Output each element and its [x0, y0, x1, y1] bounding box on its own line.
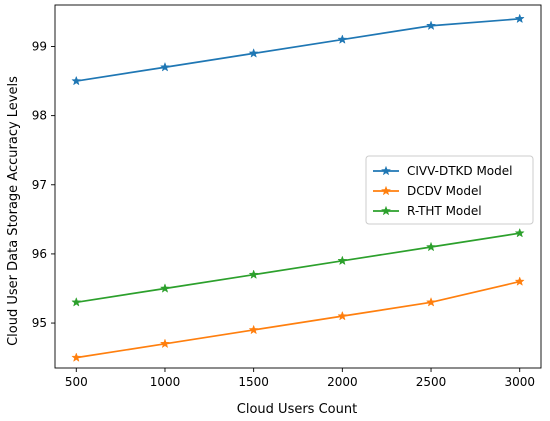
- legend-entry: DCDV Model: [373, 184, 482, 198]
- data-point: [514, 227, 525, 238]
- legend-marker: [380, 185, 392, 196]
- series-2: [71, 276, 525, 362]
- plot-frame: [54, 4, 542, 369]
- x-tick-label: 2500: [416, 375, 447, 389]
- legend-box: [365, 155, 534, 225]
- series-line: [76, 232, 520, 304]
- legend-marker: [380, 165, 392, 176]
- data-point: [337, 255, 348, 266]
- x-tick-label: 3000: [504, 375, 535, 389]
- x-tick-label: 1500: [238, 375, 269, 389]
- data-point: [248, 48, 259, 58]
- x-tick-label: 1000: [150, 375, 181, 389]
- data-point: [248, 324, 259, 335]
- x-tick-label: 500: [65, 375, 88, 389]
- x-axis: 500 1000 1500 2000 2500 3000: [65, 368, 535, 389]
- data-point: [71, 75, 82, 86]
- y-axis-title: Cloud User Data Storage Accuracy Levels: [6, 76, 21, 346]
- series-layer: [71, 13, 525, 362]
- data-point: [425, 241, 437, 252]
- data-point: [337, 310, 348, 321]
- x-tick-label: 2000: [327, 375, 358, 389]
- y-axis: 95 96 97 98 99: [32, 39, 55, 330]
- data-point: [514, 13, 525, 24]
- data-point: [337, 34, 348, 44]
- data-point: [71, 352, 82, 362]
- y-tick-label: 96: [32, 247, 47, 261]
- data-point: [514, 276, 525, 286]
- plot-area: [54, 4, 542, 369]
- legend-label: CIVV-DTKD Model: [407, 164, 513, 178]
- data-point: [159, 338, 171, 349]
- legend-marker: [380, 205, 392, 216]
- legend-label: DCDV Model: [407, 184, 482, 198]
- data-point: [425, 20, 437, 31]
- y-tick-label: 95: [32, 316, 47, 330]
- data-point: [71, 296, 82, 307]
- series-3: [71, 227, 525, 307]
- data-point: [425, 296, 437, 307]
- series-line: [76, 280, 520, 359]
- x-axis-title: Cloud Users Count: [237, 402, 357, 417]
- legend: CIVV-DTKD Model DCDV Model R-THT Model: [365, 155, 534, 225]
- legend-label: R-THT Model: [407, 204, 482, 218]
- series-line: [76, 17, 520, 82]
- series-1: [71, 13, 525, 86]
- data-point: [159, 283, 171, 293]
- data-point: [248, 269, 259, 279]
- legend-entry: R-THT Model: [373, 204, 482, 218]
- y-tick-label: 98: [32, 109, 47, 123]
- y-tick-label: 99: [32, 39, 47, 53]
- legend-entry: CIVV-DTKD Model: [373, 164, 513, 178]
- y-tick-label: 97: [32, 178, 47, 192]
- data-point: [159, 61, 171, 72]
